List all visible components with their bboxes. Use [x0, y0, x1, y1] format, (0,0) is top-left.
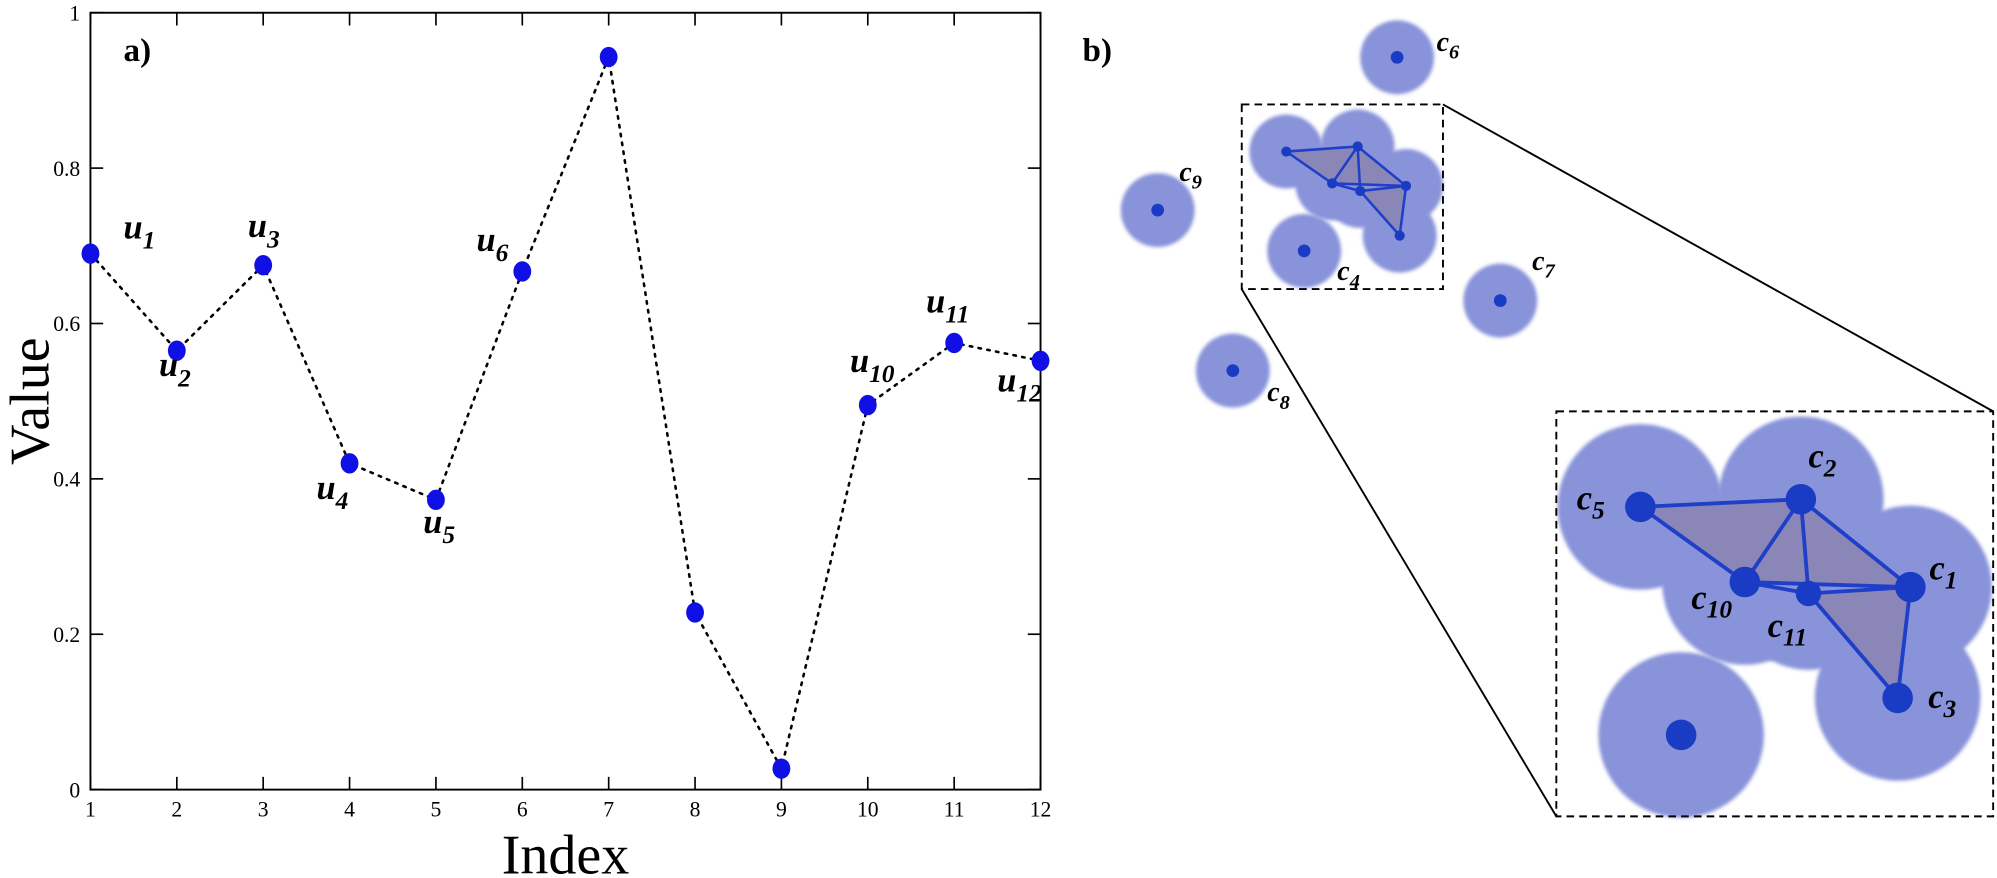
zoom-box-large [1555, 410, 1995, 818]
y-tick-label: 0 [69, 778, 80, 802]
x-tick-label: 1 [85, 797, 96, 821]
point-label-main: u [124, 208, 143, 246]
node-label: c11 [1768, 607, 1807, 652]
x-tick-label: 5 [431, 797, 442, 821]
data-point [254, 255, 273, 276]
data-point [513, 261, 532, 282]
point-label: u5 [423, 503, 455, 549]
y-tick-label: 0.4 [53, 468, 80, 492]
data-point [858, 394, 877, 416]
point-label-sub: 10 [869, 359, 895, 388]
node-label: c6 [1437, 27, 1460, 64]
y-tick-label: 0.2 [53, 623, 80, 647]
node-dot [1151, 203, 1165, 217]
y-tick-label: 0.6 [53, 312, 80, 336]
x-tick-label: 11 [944, 797, 965, 821]
x-tick-label: 12 [1030, 797, 1052, 821]
point-label: u4 [316, 469, 348, 515]
y-axis-title: Value [0, 337, 61, 465]
diagram-b: b) c1 [1083, 20, 1995, 818]
point-label-main: u [850, 342, 869, 380]
y-tick-label: 1 [69, 1, 80, 25]
data-point [81, 243, 100, 264]
x-axis-title: Index [502, 825, 630, 878]
big-cluster [1557, 416, 1992, 818]
point-label-main: u [316, 469, 335, 507]
x-tick-label: 8 [690, 797, 701, 821]
point-label-sub: 12 [1016, 379, 1042, 408]
node-dot [1226, 364, 1240, 377]
node-dot [1493, 294, 1507, 307]
point-label-main: u [926, 282, 945, 320]
point-label: u12 [997, 361, 1042, 407]
point-label-sub: 3 [266, 224, 280, 253]
point-label: u3 [248, 207, 280, 253]
panel-label: a) [124, 32, 152, 69]
node-label: c10 [1691, 579, 1732, 624]
point-label-main: u [159, 346, 178, 384]
point-label: u11 [926, 282, 969, 328]
chart-a: 00.20.40.60.811 2 3 4 5 6 7 8 9 10 11 12IndexValuea… [0, 1, 1051, 878]
zoom-box-small [1240, 103, 1444, 291]
data-point [1031, 350, 1050, 371]
point-label-main: u [248, 207, 267, 245]
point-label-main: u [476, 221, 495, 259]
data-point [599, 46, 618, 68]
node-label: c5 [1577, 479, 1605, 524]
data-point [427, 489, 445, 511]
zoom-lines [1240, 103, 1994, 817]
node-label: c2 [1808, 437, 1836, 482]
point-label: u1 [124, 208, 156, 254]
point-label-sub: 2 [177, 363, 191, 392]
small-cluster [1249, 109, 1443, 288]
point-label: u2 [159, 346, 191, 392]
point-label-sub: 4 [335, 486, 349, 515]
panel-label: b) [1083, 32, 1112, 69]
data-point [340, 453, 359, 474]
node-label: c9 [1179, 157, 1202, 194]
point-label-sub: 6 [496, 238, 509, 267]
data-line [89, 52, 1042, 773]
plot-frame [89, 11, 1042, 791]
node-label: c1 [1929, 549, 1957, 594]
node-label: c3 [1928, 678, 1956, 723]
x-tick-label: 7 [603, 797, 614, 821]
x-tick-label: 2 [171, 797, 182, 821]
x-tick-label: 6 [517, 797, 528, 821]
point-label-sub: 11 [945, 300, 969, 329]
point-label: u10 [850, 342, 895, 388]
node-label: c4 [1337, 256, 1360, 293]
node-label: c7 [1532, 246, 1555, 283]
point-label: u6 [476, 221, 508, 267]
point-label-sub: 1 [143, 225, 156, 254]
node-dot [1390, 50, 1404, 64]
data-point [945, 332, 964, 354]
x-tick-label: 4 [344, 797, 355, 821]
point-label-main: u [997, 361, 1016, 399]
node-label: c8 [1267, 377, 1290, 414]
x-tick-label: 3 [258, 797, 269, 821]
y-tick-label: 0.8 [53, 157, 80, 181]
x-tick-label: 9 [776, 797, 787, 821]
x-tick-label: 10 [857, 797, 879, 821]
point-label-main: u [423, 503, 442, 541]
data-point [167, 340, 186, 361]
data-point [686, 602, 704, 623]
data-point [772, 758, 791, 779]
point-label-sub: 5 [442, 520, 455, 549]
